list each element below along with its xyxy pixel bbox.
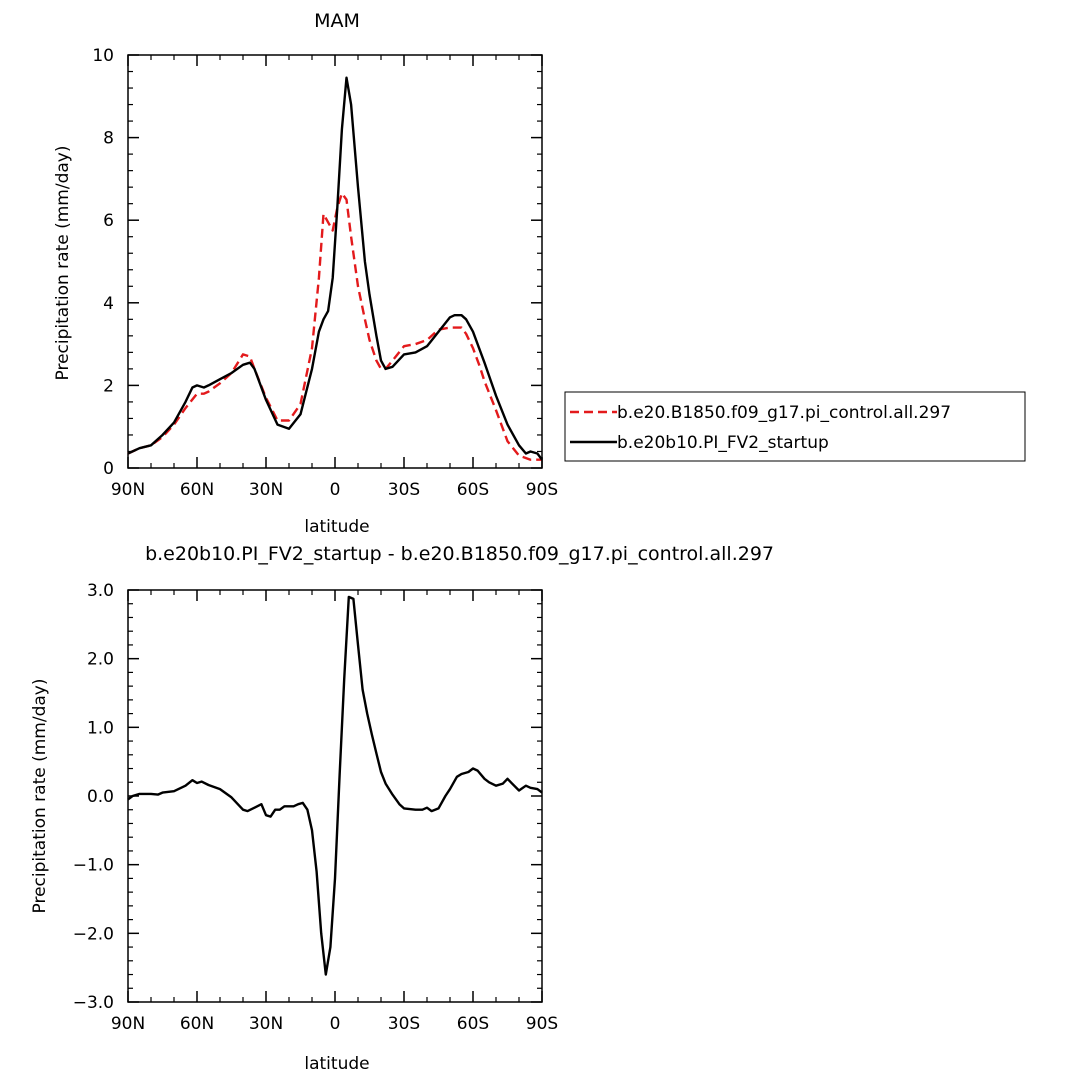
top-ticks-group [127, 54, 543, 469]
legend-label-startup: b.e20b10.PI_FV2_startup [617, 433, 829, 453]
top-x-tick-label: 60N [180, 480, 214, 500]
top-x-tick-label: 90N [111, 480, 145, 500]
bottom-x-tick-label: 60S [457, 1014, 489, 1034]
legend-entry-control: b.e20.B1850.f09_g17.pi_control.all.297 [570, 403, 951, 423]
bottom-y-tick-labels: −3.0 −2.0 −1.0 0.0 1.0 2.0 3.0 [73, 581, 114, 1013]
bottom-y-tick-label: 1.0 [87, 718, 114, 738]
bottom-x-axis-title: latitude [304, 1054, 369, 1074]
bottom-x-tick-label: 0 [330, 1014, 341, 1034]
top-y-tick-label: 2 [103, 376, 114, 396]
top-x-tick-labels: 90N 60N 30N 0 30S 60S 90S [111, 480, 558, 500]
top-x-tick-label: 0 [330, 480, 341, 500]
bottom-y-tick-label: −1.0 [73, 856, 114, 876]
top-x-tick-label: 30S [388, 480, 420, 500]
top-y-axis-title: Precipitation rate (mm/day) [53, 146, 73, 381]
top-panel: MAM 90N 60N 30N 0 30S 60S 90S 0 2 4 6 8 10 latitude… [53, 10, 558, 537]
top-y-tick-label: 8 [103, 129, 114, 149]
bottom-x-tick-label: 30S [388, 1014, 420, 1034]
bottom-series-group [127, 595, 543, 976]
legend-entry-startup: b.e20b10.PI_FV2_startup [570, 433, 829, 453]
bottom-chart-title: b.e20b10.PI_FV2_startup - b.e20.B1850.f0… [145, 543, 774, 565]
bottom-x-tick-labels: 90N 60N 30N 0 30S 60S 90S [111, 1014, 558, 1034]
bottom-y-axis-title: Precipitation rate (mm/day) [30, 679, 50, 914]
legend-label-control: b.e20.B1850.f09_g17.pi_control.all.297 [617, 403, 951, 423]
bottom-x-tick-label: 30N [249, 1014, 283, 1034]
top-chart-title: MAM [314, 10, 360, 32]
top-x-tick-label: 90S [526, 480, 558, 500]
top-plot-frame [127, 54, 543, 469]
top-y-tick-label: 6 [103, 211, 114, 231]
bottom-y-tick-label: 0.0 [87, 787, 114, 807]
legend-box [564, 391, 1026, 462]
top-series-line-1 [127, 76, 543, 461]
bottom-y-tick-label: 3.0 [87, 581, 114, 601]
top-y-tick-label: 4 [103, 294, 114, 314]
bottom-y-tick-label: 2.0 [87, 650, 114, 670]
bottom-x-tick-label: 90S [526, 1014, 558, 1034]
bottom-y-tick-label: −2.0 [73, 924, 114, 944]
top-series-line-0 [127, 192, 542, 461]
bottom-plot-frame [127, 589, 543, 1003]
top-y-tick-labels: 0 2 4 6 8 10 [92, 46, 114, 479]
bottom-x-tick-label: 90N [111, 1014, 145, 1034]
bottom-series-line-0 [127, 595, 543, 976]
top-x-axis-title: latitude [304, 517, 369, 537]
bottom-panel: b.e20b10.PI_FV2_startup - b.e20.B1850.f0… [30, 543, 774, 1074]
bottom-y-tick-label: −3.0 [73, 993, 114, 1013]
legend: b.e20.B1850.f09_g17.pi_control.all.297 b… [564, 391, 1026, 462]
top-series-group [127, 76, 543, 461]
top-x-tick-label: 30N [249, 480, 283, 500]
top-x-tick-label: 60S [457, 480, 489, 500]
top-y-tick-label: 0 [103, 459, 114, 479]
bottom-ticks-group [127, 589, 543, 1003]
bottom-x-tick-label: 60N [180, 1014, 214, 1034]
top-y-tick-label: 10 [92, 46, 114, 66]
